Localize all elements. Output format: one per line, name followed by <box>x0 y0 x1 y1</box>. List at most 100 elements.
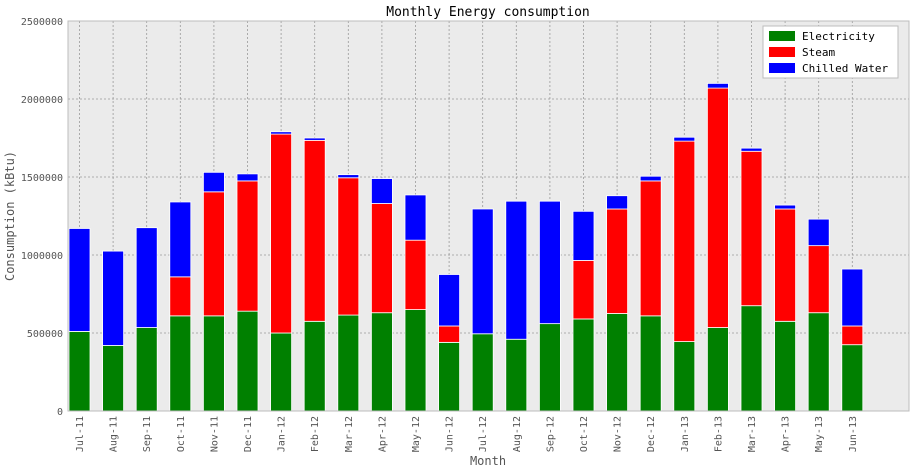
bar-electricity <box>673 341 696 412</box>
bar-chilled-water <box>841 268 864 327</box>
x-tick-label: Feb-13 <box>713 416 724 452</box>
x-tick-label: Oct-12 <box>579 416 590 452</box>
bar-chilled-water <box>505 200 528 340</box>
legend-swatch <box>769 47 795 57</box>
x-tick-label: Mar-12 <box>344 416 355 452</box>
bar-steam <box>404 239 427 310</box>
x-tick-label: Jun-13 <box>848 416 859 452</box>
bar-steam <box>807 245 830 314</box>
x-tick-label: Aug-11 <box>109 416 120 452</box>
bar-chilled-water <box>202 171 225 193</box>
x-tick-label: Jan-13 <box>680 416 691 452</box>
x-tick-label: Jun-12 <box>445 416 456 452</box>
bar-electricity <box>639 315 662 412</box>
bar-electricity <box>471 333 494 412</box>
bar-steam <box>303 139 326 322</box>
bar-chilled-water <box>68 228 91 332</box>
legend: Electricity Steam Chilled Water <box>762 25 899 79</box>
bar-electricity <box>438 341 461 412</box>
x-tick-label: May-12 <box>411 416 422 452</box>
x-tick-label: Jul-12 <box>478 416 489 452</box>
bar-chilled-water <box>337 174 360 179</box>
bar-steam <box>270 133 293 334</box>
bar-chilled-water <box>774 204 796 210</box>
bar-chilled-water <box>707 83 729 89</box>
bar-chilled-water <box>438 274 461 327</box>
plot-frame <box>67 20 910 412</box>
y-tick-label: 1000000 <box>21 251 63 262</box>
bar-chilled-water <box>673 136 696 142</box>
y-tick-label: 1500000 <box>21 173 63 184</box>
x-tick-label: Jul-11 <box>75 416 86 452</box>
y-tick-label: 2000000 <box>21 95 63 106</box>
y-tick-label: 500000 <box>27 329 63 340</box>
legend-label: Chilled Water <box>802 62 888 75</box>
bar-steam <box>572 260 595 320</box>
legend-label: Electricity <box>802 30 875 43</box>
bar-chilled-water <box>639 175 662 182</box>
bar-electricity <box>807 312 830 412</box>
bar-chilled-water <box>572 210 595 261</box>
x-tick-label: Apr-12 <box>377 416 388 452</box>
bar-electricity <box>707 327 729 412</box>
bar-electricity <box>539 323 561 412</box>
x-tick-label: Sep-12 <box>545 416 556 452</box>
bar-steam <box>337 177 360 316</box>
x-axis-label: Month <box>470 454 506 468</box>
bar-electricity <box>740 305 763 412</box>
axis-ticks: 0 500000 1000000 1500000 2000000 2500000 Jul-1… <box>21 17 859 452</box>
y-tick-label: 2500000 <box>21 17 63 28</box>
bar-steam <box>370 203 393 314</box>
bar-steam <box>774 208 796 322</box>
bar-electricity <box>337 314 360 412</box>
bar-electricity <box>303 320 326 412</box>
bar-steam <box>236 180 259 312</box>
bar-steam <box>606 208 628 314</box>
bar-steam <box>841 325 864 346</box>
bar-chilled-water <box>740 147 763 152</box>
bar-electricity <box>135 327 158 412</box>
bar-electricity <box>370 312 393 412</box>
bar-steam <box>707 87 729 328</box>
bar-electricity <box>404 309 427 412</box>
bar-chilled-water <box>606 195 628 210</box>
bar-chilled-water <box>404 194 427 241</box>
x-tick-label: Oct-11 <box>176 416 187 452</box>
bar-electricity <box>841 344 864 412</box>
bar-chilled-water <box>236 173 259 182</box>
bar-steam <box>673 140 696 342</box>
bar-electricity <box>270 332 293 412</box>
bar-chilled-water <box>539 200 561 325</box>
bar-electricity <box>68 331 91 412</box>
x-tick-label: Nov-11 <box>209 416 220 452</box>
bar-chilled-water <box>135 227 158 328</box>
bar-steam <box>202 191 225 317</box>
bar-chilled-water <box>303 137 326 141</box>
bar-electricity <box>102 345 124 412</box>
legend-swatch <box>769 63 795 73</box>
x-tick-label: Feb-12 <box>310 416 321 452</box>
legend-label: Steam <box>802 46 835 59</box>
bar-steam <box>169 276 192 317</box>
bar-electricity <box>606 313 628 412</box>
bar-chilled-water <box>270 131 293 135</box>
bar-electricity <box>505 338 528 412</box>
bar-steam <box>438 325 461 343</box>
bar-chilled-water <box>471 208 494 335</box>
bar-chilled-water <box>807 218 830 247</box>
x-tick-label: Sep-11 <box>142 416 153 452</box>
bars <box>68 83 864 412</box>
bar-chilled-water <box>370 178 393 204</box>
x-tick-label: Dec-11 <box>243 416 254 452</box>
bar-chilled-water <box>169 201 192 278</box>
chart-title: Monthly Energy consumption <box>386 5 590 20</box>
x-tick-label: Aug-12 <box>512 416 523 452</box>
x-tick-label: Nov-12 <box>613 416 624 452</box>
bar-steam <box>740 150 763 307</box>
x-tick-label: Dec-12 <box>646 416 657 452</box>
bar-electricity <box>572 318 595 412</box>
bar-electricity <box>774 320 796 412</box>
x-tick-label: Apr-13 <box>781 416 792 452</box>
